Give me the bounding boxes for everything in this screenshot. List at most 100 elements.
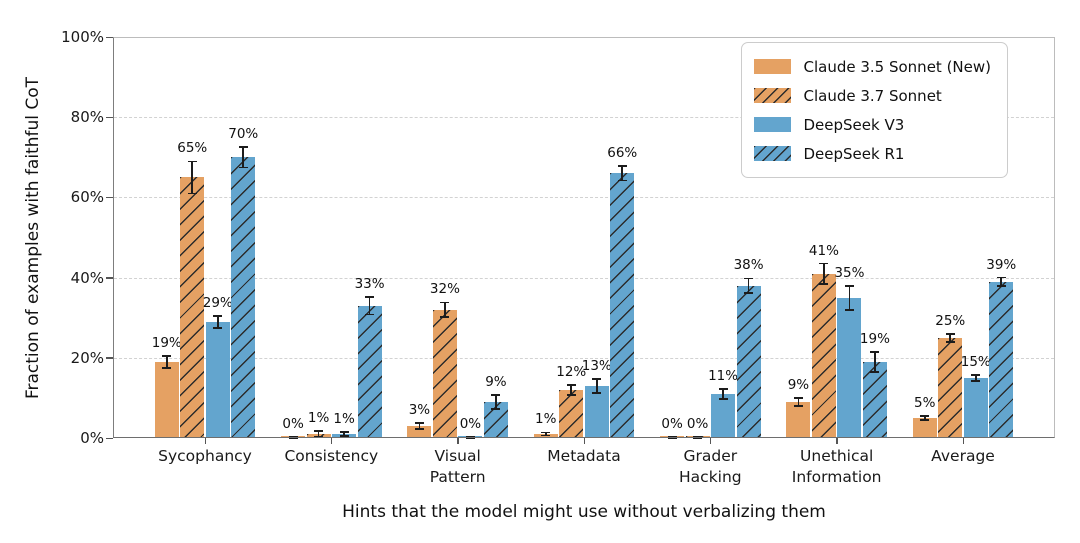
error-bar bbox=[923, 415, 926, 420]
bar-value-label: 32% bbox=[429, 281, 460, 298]
error-bar-cap bbox=[718, 388, 728, 390]
bar bbox=[180, 177, 205, 438]
error-bar bbox=[544, 432, 547, 436]
gridline bbox=[114, 117, 1054, 119]
bar-value-label: 19% bbox=[859, 330, 890, 347]
error-bar-cap bbox=[213, 326, 223, 329]
error-bar-cap bbox=[238, 146, 248, 149]
error-bar-cap bbox=[819, 282, 829, 285]
error-bar-cap bbox=[617, 165, 627, 167]
error-bar bbox=[874, 351, 876, 372]
error-bar-cap bbox=[793, 405, 803, 407]
error-bar bbox=[343, 431, 345, 436]
error-bar-cap bbox=[541, 431, 551, 434]
bar bbox=[837, 297, 862, 438]
y-tick-mark bbox=[106, 277, 113, 279]
legend-label: DeepSeek R1 bbox=[803, 144, 905, 163]
error-bar bbox=[444, 302, 446, 317]
x-tick-mark bbox=[330, 438, 333, 444]
error-bar-cap bbox=[566, 383, 576, 386]
bar bbox=[154, 361, 179, 438]
error-bar-cap bbox=[945, 332, 955, 335]
bar bbox=[912, 417, 937, 438]
error-bar-cap bbox=[996, 276, 1006, 279]
bar-value-label: 70% bbox=[228, 126, 259, 143]
error-bar-cap bbox=[440, 316, 450, 318]
error-bar-cap bbox=[617, 179, 627, 182]
bar-value-label: 65% bbox=[177, 140, 208, 157]
error-bar bbox=[595, 378, 598, 394]
bar-value-label: 1% bbox=[535, 411, 557, 428]
error-bar-cap bbox=[414, 428, 424, 431]
legend-item: Claude 3.7 Sonnet bbox=[753, 81, 992, 110]
error-bar bbox=[216, 315, 219, 328]
error-bar-cap bbox=[365, 296, 375, 298]
error-bar-cap bbox=[693, 437, 703, 439]
error-bar bbox=[317, 431, 320, 437]
y-tick-mark bbox=[106, 116, 113, 119]
bar-value-label: 66% bbox=[607, 145, 638, 162]
error-bar-cap bbox=[187, 192, 197, 195]
bar-value-label: 0% bbox=[282, 416, 304, 433]
error-bar-cap bbox=[996, 284, 1006, 287]
x-tick-mark bbox=[836, 438, 838, 444]
error-bar bbox=[823, 263, 825, 284]
error-bar bbox=[242, 147, 245, 168]
plot-area bbox=[113, 37, 1055, 438]
bar-value-label: 11% bbox=[708, 368, 739, 385]
bar bbox=[432, 309, 457, 438]
x-tick-label: Consistency bbox=[284, 447, 379, 465]
y-tick-label: 60% bbox=[70, 188, 104, 207]
bar-value-label: 1% bbox=[307, 410, 330, 427]
bar-value-label: 19% bbox=[151, 334, 182, 351]
bar bbox=[736, 285, 761, 438]
legend-swatch-solid bbox=[753, 117, 791, 132]
y-tick-label: 20% bbox=[70, 348, 104, 367]
legend-swatch-hatched bbox=[753, 146, 791, 161]
error-bar-cap bbox=[465, 437, 475, 439]
error-bar-cap bbox=[870, 350, 880, 353]
legend-swatch-hatched bbox=[753, 88, 791, 103]
error-bar bbox=[165, 355, 168, 368]
bar-value-label: 35% bbox=[834, 264, 865, 281]
bar bbox=[205, 321, 230, 438]
bar bbox=[610, 173, 635, 438]
legend-item: DeepSeek V3 bbox=[753, 110, 992, 139]
x-tick-mark bbox=[709, 438, 712, 444]
error-bar-cap bbox=[339, 431, 349, 433]
error-bar-cap bbox=[819, 262, 829, 265]
bar bbox=[989, 281, 1014, 438]
error-bar-cap bbox=[314, 435, 324, 438]
bar-value-label: 29% bbox=[202, 294, 233, 311]
error-bar-cap bbox=[945, 340, 955, 343]
error-bar-cap bbox=[844, 308, 854, 311]
bar bbox=[357, 305, 382, 438]
x-tick-label: Sycophancy bbox=[158, 447, 252, 465]
x-tick-label: Visual Pattern bbox=[429, 447, 486, 486]
error-bar-cap bbox=[162, 367, 172, 369]
error-bar bbox=[974, 374, 977, 382]
error-bar bbox=[570, 384, 573, 396]
bar bbox=[786, 401, 811, 438]
error-bar-cap bbox=[314, 430, 324, 433]
bar-value-label: 15% bbox=[960, 353, 991, 370]
legend-item: DeepSeek R1 bbox=[753, 139, 992, 168]
bar-value-label: 9% bbox=[787, 376, 810, 393]
error-bar-cap bbox=[213, 314, 223, 317]
error-bar-cap bbox=[592, 377, 602, 380]
error-bar bbox=[1000, 277, 1003, 286]
bar-value-label: 0% bbox=[661, 416, 683, 433]
bar bbox=[963, 377, 988, 438]
bar bbox=[862, 361, 887, 438]
x-tick-label: Unethical Information bbox=[791, 447, 882, 486]
error-bar-cap bbox=[187, 160, 197, 163]
gridline bbox=[114, 277, 1054, 279]
x-tick-mark bbox=[457, 438, 459, 444]
bar-value-label: 1% bbox=[333, 410, 355, 427]
error-bar-cap bbox=[491, 408, 501, 410]
y-tick-mark bbox=[106, 196, 113, 199]
error-bar-cap bbox=[365, 313, 375, 316]
legend-label: DeepSeek V3 bbox=[803, 115, 905, 134]
error-bar bbox=[495, 394, 497, 410]
